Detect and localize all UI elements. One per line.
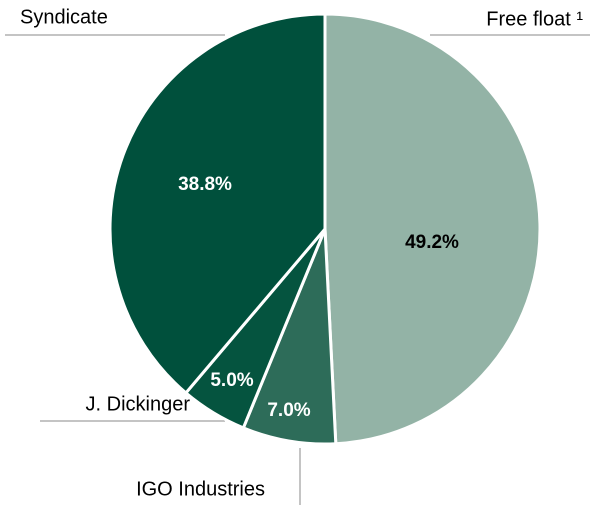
- legend-label: Syndicate: [20, 6, 108, 28]
- pie-slice: [323, 12, 542, 446]
- data-label: 49.2%: [405, 232, 459, 253]
- data-label: 7.0%: [267, 400, 310, 421]
- pie-slice: [108, 12, 327, 395]
- data-label: 38.8%: [178, 174, 232, 195]
- data-label: 5.0%: [210, 370, 253, 391]
- legend-label: IGO Industries: [136, 478, 265, 500]
- legend-label: J. Dickinger: [86, 393, 191, 415]
- legend-label: Free float ¹: [486, 8, 583, 30]
